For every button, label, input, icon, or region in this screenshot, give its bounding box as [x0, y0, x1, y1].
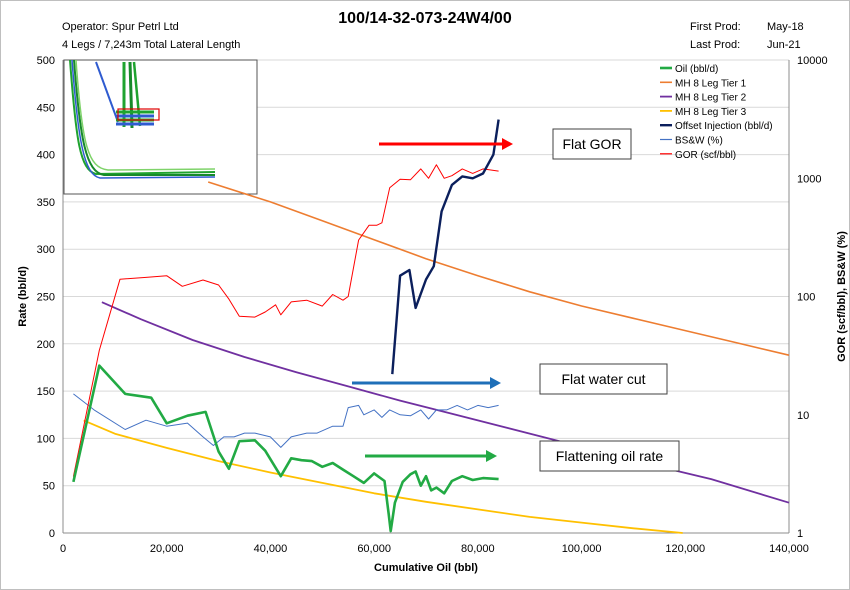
x-tick-label: 60,000: [357, 543, 391, 555]
wellbore-path: [69, 59, 216, 176]
annotation-text-water: Flat water cut: [561, 371, 645, 387]
x-tick-label: 80,000: [461, 543, 495, 555]
chart-title: 100/14-32-073-24W4/00: [338, 10, 512, 27]
y2-tick-label: 1000: [797, 173, 821, 185]
series-line-tier2: [101, 301, 790, 504]
annotation-box-gor: [552, 128, 632, 160]
x-tick-label: 40,000: [254, 543, 288, 555]
operator-label: Operator: Spur Petrl Ltd: [62, 21, 179, 33]
y-tick-label: 250: [37, 292, 55, 304]
x-axis-title: Cumulative Oil (bbl): [374, 562, 478, 574]
annotation-text-oil: Flattening oil rate: [556, 448, 664, 464]
inset-highlight-box: [117, 108, 160, 121]
well-schematic-inset: [63, 59, 258, 195]
annotation-arrowhead-water: [490, 377, 501, 389]
y-tick-label: 400: [37, 150, 55, 162]
legend-label-bsw: BS&W (%): [675, 136, 723, 147]
wellbore-path: [71, 59, 216, 179]
y2-axis-title: GOR (scf/bbl), BS&W (%): [836, 231, 848, 362]
series-line-oil: [72, 364, 499, 533]
wellbore-path: [128, 61, 134, 129]
annotation-arrowhead-gor: [502, 138, 513, 150]
annotation-arrowhead-oil: [486, 450, 497, 462]
y-tick-label: 500: [37, 55, 55, 67]
x-tick-label: 0: [60, 543, 66, 555]
x-tick-label: 120,000: [665, 543, 705, 555]
series-line-tier1: [207, 181, 790, 356]
annotation-box-water: [539, 363, 668, 395]
y-tick-label: 300: [37, 244, 55, 256]
x-tick-label: 140,000: [769, 543, 809, 555]
series-line-gor: [72, 164, 499, 477]
legend-label-gor: GOR (scf/bbl): [675, 150, 736, 161]
series-line-bsw: [73, 393, 499, 448]
last-prod-label: Last Prod:: [690, 39, 741, 51]
wellbore-path: [75, 59, 216, 171]
wellbore-path: [95, 61, 119, 123]
y-tick-label: 350: [37, 197, 55, 209]
y2-tick-label: 10000: [797, 55, 828, 67]
y-tick-label: 200: [37, 339, 55, 351]
y-tick-label: 150: [37, 386, 55, 398]
wellbore-path: [73, 59, 215, 176]
y2-tick-label: 100: [797, 292, 815, 304]
first-prod-label: First Prod:: [690, 21, 741, 33]
y-axis-title: Rate (bbl/d): [17, 266, 29, 327]
legend-label-tier1: MH 8 Leg Tier 1: [675, 78, 747, 89]
legend-label-tier3: MH 8 Leg Tier 3: [675, 107, 747, 118]
annotation-text-gor: Flat GOR: [562, 136, 621, 152]
y-tick-label: 450: [37, 102, 55, 114]
y2-tick-label: 10: [797, 410, 809, 422]
y-tick-label: 50: [43, 481, 55, 493]
y2-tick-label: 1: [797, 528, 803, 540]
x-tick-label: 100,000: [562, 543, 602, 555]
y-tick-label: 100: [37, 433, 55, 445]
legend-label-oil: Oil (bbl/d): [675, 64, 718, 75]
last-prod-value: Jun-21: [767, 39, 801, 51]
legend-label-injection: Offset Injection (bbl/d): [675, 121, 773, 132]
x-tick-label: 20,000: [150, 543, 184, 555]
first-prod-value: May-18: [767, 21, 804, 33]
lateral-length-label: 4 Legs / 7,243m Total Lateral Length: [62, 39, 241, 51]
series-line-tier3: [83, 419, 683, 534]
series-line-injection: [391, 119, 500, 375]
annotation-box-oil: [539, 440, 680, 472]
y-tick-label: 0: [49, 528, 55, 540]
legend-label-tier2: MH 8 Leg Tier 2: [675, 93, 747, 104]
